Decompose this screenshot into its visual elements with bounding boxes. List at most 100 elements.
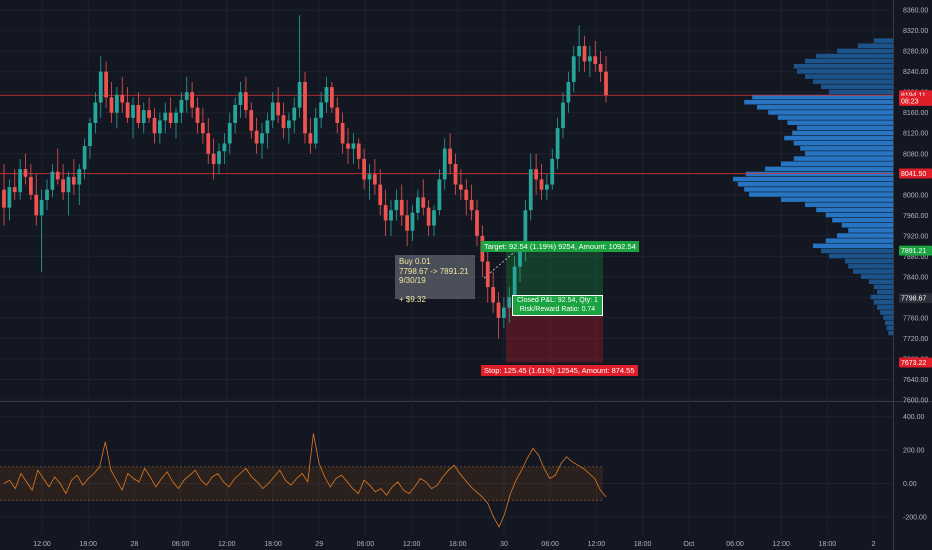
- candle-body: [77, 169, 82, 185]
- candle-body: [141, 110, 146, 123]
- volume-profile-bar: [813, 243, 893, 249]
- candle-body: [528, 169, 533, 211]
- candle-body: [485, 261, 490, 288]
- volume-profile-bar: [816, 53, 893, 59]
- volume-profile-bar: [877, 289, 893, 295]
- price-tick: 8280.00: [903, 49, 928, 56]
- trade-spacer: [399, 286, 471, 295]
- price-badge: [899, 168, 932, 179]
- candle-body: [550, 158, 555, 185]
- candle-body: [544, 184, 549, 190]
- volume-profile-bar: [873, 299, 893, 305]
- volume-profile-bar: [752, 94, 893, 100]
- volume-profile-bar: [825, 212, 893, 218]
- volume-profile-bar: [793, 156, 893, 161]
- time-tick: 30: [500, 541, 508, 548]
- price-badge-label: 7798.67: [901, 296, 926, 303]
- candle-body: [104, 71, 109, 98]
- volume-profile-bar: [793, 140, 893, 146]
- candle-body: [23, 169, 28, 177]
- candle-body: [281, 115, 286, 129]
- candle-body: [211, 153, 216, 165]
- candle-body: [432, 210, 436, 226]
- candle-body: [200, 122, 205, 134]
- candle-body: [71, 176, 76, 185]
- candle-body: [12, 187, 17, 193]
- candle-body: [534, 169, 539, 180]
- closed-pnl-label: Closed P&L: 92.54, Qty: 1 Risk/Reward Ra…: [512, 295, 603, 316]
- candle-body: [442, 148, 447, 180]
- candle-body: [163, 112, 168, 121]
- volume-profile-bar: [883, 315, 893, 320]
- volume-profile-bar: [886, 325, 893, 331]
- candle-body: [577, 46, 582, 57]
- candle-body: [362, 158, 367, 180]
- volume-profile-bar: [832, 217, 893, 223]
- time-tick: 18:00: [79, 541, 97, 548]
- osc-tick: 200.00: [903, 448, 925, 455]
- price-badge: [899, 357, 932, 368]
- volume-profile-bar: [813, 79, 893, 84]
- candle-body: [539, 179, 544, 190]
- time-tick: 29: [315, 541, 323, 548]
- volume-profile-bar: [877, 305, 893, 310]
- price-tick: 7720.00: [903, 336, 928, 343]
- candle-body: [184, 92, 189, 100]
- candle-body: [566, 81, 571, 103]
- volume-profile-bar: [885, 320, 893, 326]
- volume-profile-bar: [744, 99, 893, 105]
- candle-body: [593, 56, 598, 64]
- volume-profile-bar: [805, 151, 893, 156]
- volume-profile-bar: [848, 264, 893, 269]
- price-tick: 8000.00: [903, 192, 928, 199]
- oscillator-line: [3, 433, 607, 528]
- volume-profile-bar: [821, 248, 893, 254]
- candle-body: [367, 174, 372, 180]
- price-tick: 7880.00: [903, 254, 928, 261]
- price-tick: 7960.00: [903, 213, 928, 220]
- candle-body: [324, 87, 329, 103]
- candle-body: [147, 110, 152, 118]
- time-tick: 06:00: [357, 541, 375, 548]
- volume-profile-bar: [888, 330, 893, 336]
- candle-body: [335, 107, 340, 123]
- candle-body: [136, 105, 141, 123]
- risk-reward-text: Risk/Reward Ratio: 0.74: [519, 305, 596, 313]
- volume-profile-bar: [797, 125, 893, 131]
- time-tick: 18:00: [819, 541, 837, 548]
- candle-body: [238, 92, 243, 106]
- candle-body: [421, 197, 426, 208]
- price-badge: [899, 95, 932, 106]
- candle-body: [39, 199, 44, 216]
- candle-body: [34, 194, 39, 216]
- osc-tick: 0.00: [903, 481, 917, 488]
- volume-profile-bar: [821, 84, 893, 90]
- candle-body: [458, 184, 463, 190]
- candle-body: [507, 297, 512, 308]
- candle-body: [394, 199, 399, 211]
- volume-profile-bar: [825, 238, 893, 243]
- osc-band: [0, 466, 603, 501]
- price-tick: 7760.00: [903, 315, 928, 322]
- candle-body: [378, 184, 383, 206]
- trade-prices: 7798.67 -> 7891.21: [399, 266, 469, 276]
- candle-body: [18, 169, 23, 193]
- candle-body: [571, 56, 576, 82]
- volume-profile-bar: [781, 161, 893, 166]
- price-badge-label: 7891.21: [901, 248, 926, 255]
- candle-body: [523, 210, 528, 252]
- candle-body: [405, 215, 410, 231]
- volume-profile-bar: [800, 146, 893, 151]
- candle-body: [254, 130, 259, 144]
- candle-body: [453, 164, 458, 185]
- candle-body: [313, 117, 318, 144]
- candle-body: [582, 46, 587, 62]
- price-tick: 7640.00: [903, 377, 928, 384]
- volume-profile-bar: [757, 105, 893, 110]
- volume-profile-bar: [845, 258, 893, 264]
- price-badge-label: 7673.22: [901, 360, 926, 367]
- candle-body: [448, 148, 453, 165]
- closed-pnl-text: Closed P&L: 92.54, Qty: 1: [517, 297, 598, 304]
- volume-profile-bar: [733, 176, 893, 182]
